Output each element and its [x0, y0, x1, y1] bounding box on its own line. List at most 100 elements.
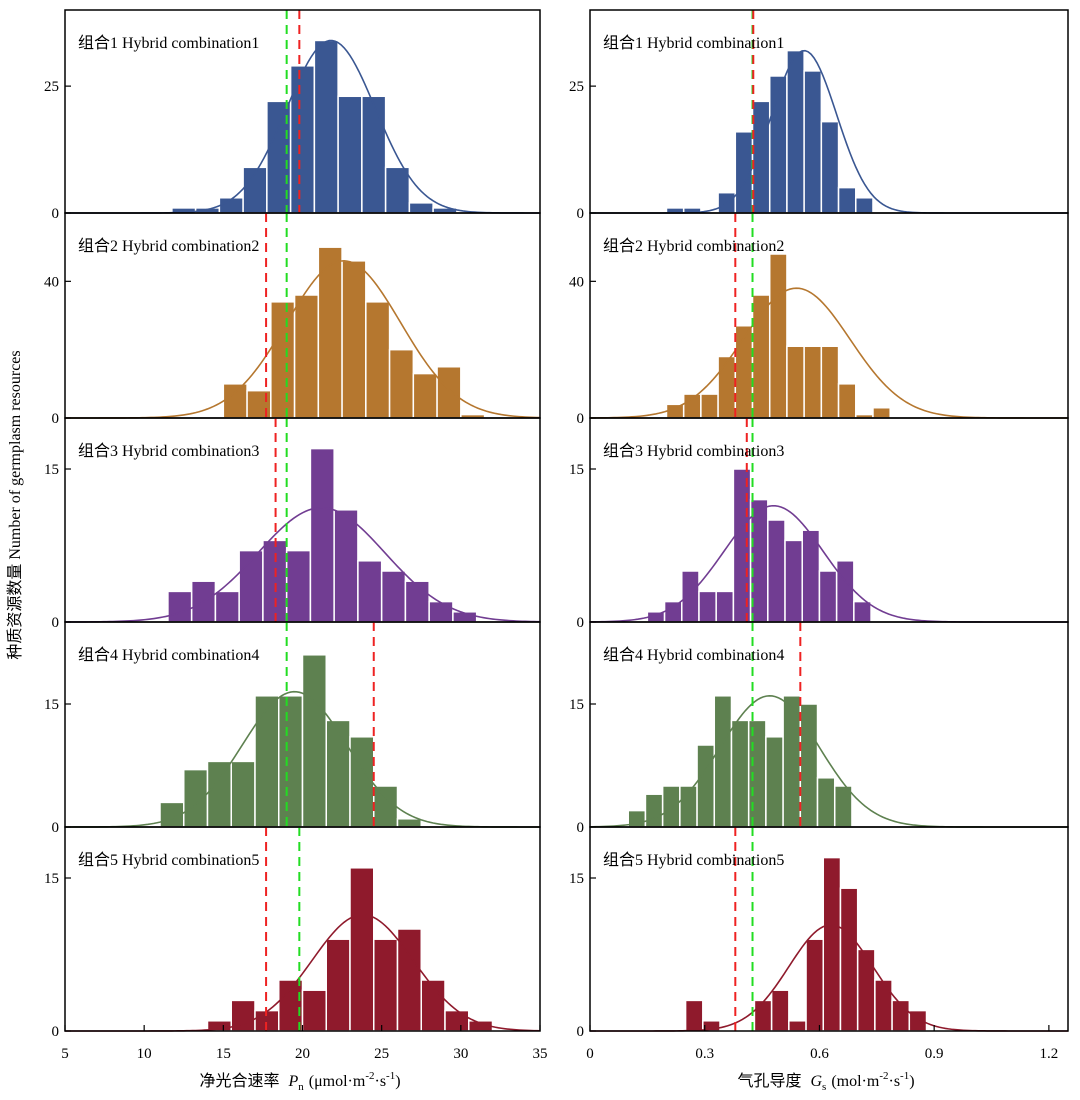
panel-gs-combination5: 0 15 组合5 Hybrid combination5 — [569, 826, 1069, 1040]
histogram-bar — [167, 590, 193, 623]
x-axis-label-left: 净光合速率 Pn (μmol·m-2·s-1) — [199, 1070, 400, 1093]
histogram-bar — [700, 393, 719, 419]
histogram-bar — [786, 49, 805, 214]
histogram-bar — [730, 719, 750, 828]
histogram-bar — [698, 590, 717, 623]
histogram-bar — [206, 760, 232, 828]
histogram-bar — [765, 736, 784, 828]
histogram-bar — [717, 355, 737, 419]
panel-title: 组合5 Hybrid combination5 — [78, 851, 259, 869]
panel-gs-combination3: 0 15 组合3 Hybrid combination3 — [569, 417, 1069, 631]
y-tick-label: 0 — [577, 411, 585, 427]
normal-fit-curve — [64, 506, 541, 623]
y-tick-label: 25 — [44, 79, 59, 95]
y-axis-label: 种质资源数量 Number of germplasm resources — [6, 350, 24, 659]
histogram-bar — [872, 407, 891, 419]
y-tick-label: 0 — [577, 206, 585, 222]
panel-pn-combination2: 0 40 组合2 Hybrid combination2 — [44, 212, 541, 427]
x-tick-label: 20 — [295, 1046, 310, 1062]
histogram-bar — [835, 560, 855, 623]
panel-title: 组合4 Hybrid combination4 — [603, 646, 784, 664]
histogram-bar — [262, 539, 288, 623]
histogram-bar — [788, 1020, 807, 1032]
panel-title: 组合3 Hybrid combination3 — [603, 442, 784, 460]
histogram-bar — [396, 818, 422, 828]
histogram-bar — [732, 468, 752, 623]
panel-title: 组合2 Hybrid combination2 — [603, 237, 784, 255]
y-tick-label: 0 — [577, 615, 585, 631]
x-tick-label: 5 — [61, 1046, 69, 1062]
x-tick-label: 0 — [586, 1046, 594, 1062]
histogram-bar — [373, 785, 399, 828]
histogram-bar — [325, 938, 351, 1032]
x-tick-label: 15 — [216, 1046, 231, 1062]
y-tick-label: 15 — [569, 871, 584, 887]
panel-title: 组合5 Hybrid combination5 — [603, 851, 784, 869]
panel-gs-combination4: 0 15 组合4 Hybrid combination4 — [569, 621, 1069, 836]
x-tick-label: 25 — [374, 1046, 389, 1062]
x-tick-label: 1.2 — [1040, 1046, 1059, 1062]
histogram-bar — [818, 570, 838, 623]
histogram-bar — [874, 979, 893, 1032]
histogram-bar — [380, 570, 407, 623]
x-tick-label: 30 — [453, 1046, 468, 1062]
panel-pn-combination5: 0 15 组合5 Hybrid combination5 — [44, 826, 541, 1040]
histogram-bar — [820, 120, 840, 214]
histogram-bar — [661, 785, 681, 828]
histogram-bar — [349, 736, 375, 828]
y-tick-label: 0 — [52, 206, 60, 222]
histogram-bar — [696, 744, 716, 828]
histogram-bar — [855, 197, 874, 214]
histogram-bar — [183, 768, 209, 828]
panel-pn-combination4: 0 15 组合4 Hybrid combination4 — [44, 621, 541, 836]
histogram-bar — [768, 253, 788, 419]
histogram-bar — [293, 294, 320, 419]
histogram-bar — [715, 590, 735, 623]
histogram-bar — [837, 186, 857, 214]
x-axis-pn: 5 10 15 20 25 30 35 — [61, 1025, 548, 1062]
histogram-bar — [365, 301, 391, 419]
histogram-bar — [222, 383, 248, 419]
x-tick-label: 10 — [137, 1046, 152, 1062]
histogram-bar — [214, 590, 240, 623]
histogram-bar — [816, 777, 836, 828]
histogram-bar — [230, 760, 256, 828]
panel-title: 组合1 Hybrid combination1 — [78, 34, 259, 52]
y-tick-label: 15 — [44, 697, 59, 713]
panel-pn-combination1: 0 25 组合1 Hybrid combination1 — [44, 9, 541, 222]
histogram-bar — [751, 100, 771, 214]
histogram-bar — [388, 348, 415, 419]
panel-title: 组合4 Hybrid combination4 — [78, 646, 259, 664]
histogram-bar — [361, 95, 387, 214]
x-tick-label: 35 — [533, 1046, 548, 1062]
x-tick-label: 0.3 — [695, 1046, 714, 1062]
histogram-bar — [309, 447, 335, 623]
histogram-bar — [412, 372, 438, 419]
histogram-bar — [313, 39, 339, 214]
histogram-bar — [357, 560, 383, 623]
histogram-bar — [805, 938, 825, 1032]
panel-title: 组合2 Hybrid combination2 — [78, 237, 259, 255]
histogram-bar — [333, 509, 359, 623]
y-tick-label: 40 — [44, 274, 59, 290]
histogram-bar — [404, 580, 430, 623]
histogram-bar — [713, 695, 733, 828]
histogram-bar — [644, 793, 664, 828]
histogram-bar — [770, 989, 790, 1032]
histogram-bar — [803, 345, 823, 419]
y-tick-label: 40 — [569, 274, 584, 290]
histogram-bar — [301, 989, 327, 1032]
histogram-bar — [803, 70, 823, 214]
histogram-bar — [289, 65, 316, 214]
panel-gs-combination2: 0 40 组合2 Hybrid combination2 — [569, 212, 1069, 427]
histogram-bar — [341, 260, 367, 419]
y-tick-label: 15 — [569, 697, 584, 713]
histogram-bar — [681, 570, 700, 623]
histogram-bar — [349, 867, 375, 1032]
histogram-bar — [444, 1009, 470, 1032]
histogram-bar — [270, 301, 296, 419]
panel-title: 组合3 Hybrid combination3 — [78, 442, 259, 460]
x-axis-gs: 0 0.3 0.6 0.9 1.2 — [586, 1025, 1058, 1062]
histogram-bar — [684, 999, 704, 1032]
